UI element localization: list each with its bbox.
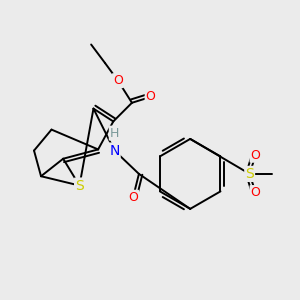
Text: O: O bbox=[113, 74, 123, 87]
Text: N: N bbox=[109, 144, 120, 158]
Text: O: O bbox=[146, 91, 155, 103]
Text: H: H bbox=[110, 127, 119, 140]
Text: O: O bbox=[250, 186, 260, 199]
Text: S: S bbox=[75, 178, 84, 193]
Text: O: O bbox=[250, 149, 260, 162]
Text: S: S bbox=[245, 167, 254, 181]
Text: O: O bbox=[128, 191, 138, 204]
